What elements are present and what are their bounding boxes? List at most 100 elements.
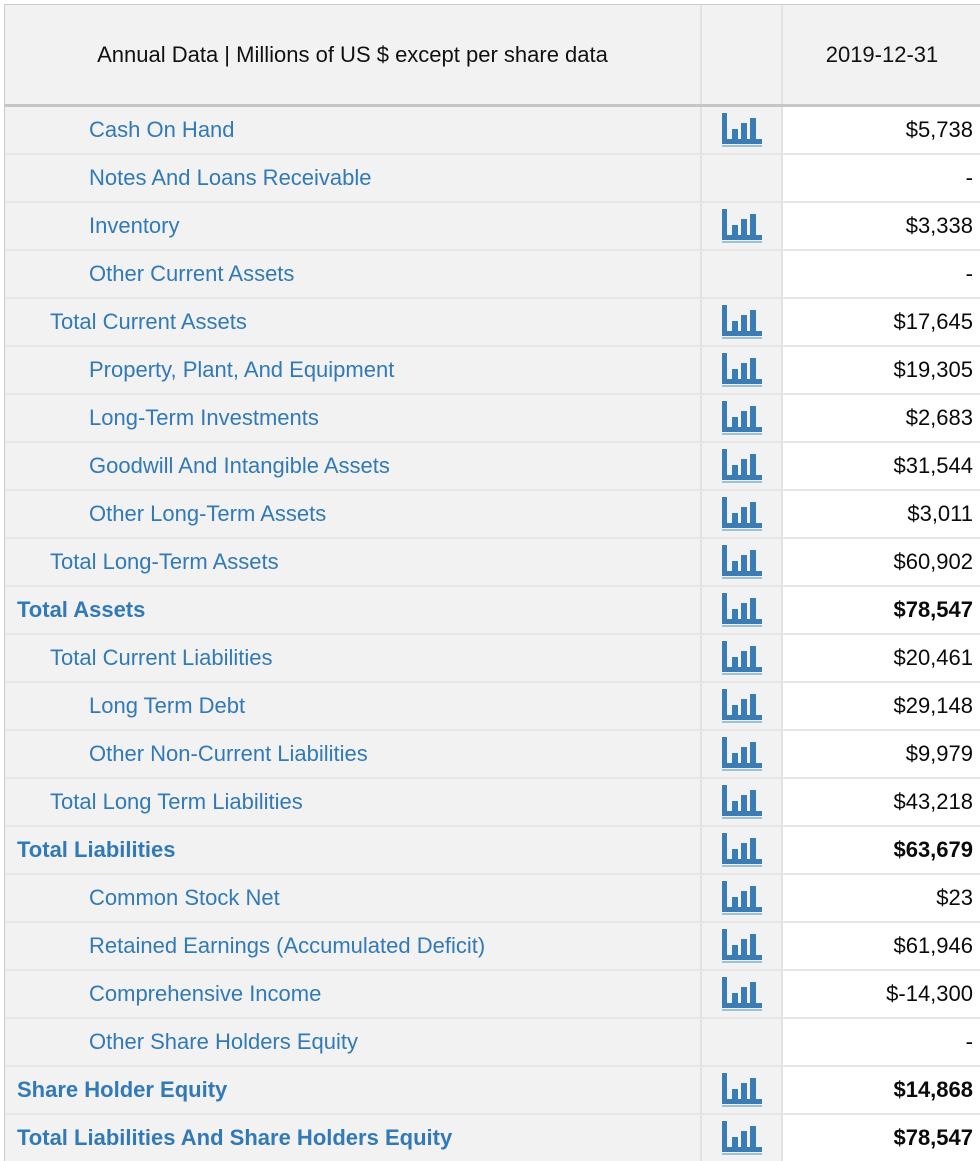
chart-link[interactable] — [721, 641, 762, 675]
row-label-cell: Comprehensive Income — [5, 971, 702, 1017]
chart-link[interactable] — [721, 497, 762, 531]
table-row: Cash On Hand $5,738 — [5, 107, 980, 153]
balance-sheet-table: Annual Data | Millions of US $ except pe… — [4, 4, 980, 1161]
chart-link[interactable] — [721, 1121, 762, 1155]
row-chart-cell — [702, 635, 783, 681]
annual-data-caption: Annual Data | Millions of US $ except pe… — [97, 41, 608, 67]
bar-chart-icon — [721, 929, 762, 960]
chart-link[interactable] — [721, 401, 762, 435]
row-label-link[interactable]: Long-Term Investments — [89, 405, 319, 430]
bar-chart-icon — [721, 881, 762, 912]
table-row: Notes And Loans Receivable - — [5, 153, 980, 201]
row-label-link[interactable]: Common Stock Net — [89, 885, 280, 910]
row-label-cell: Total Liabilities — [5, 827, 702, 873]
row-value: $3,011 — [783, 491, 980, 537]
chart-link[interactable] — [721, 209, 762, 243]
table-row: Total Current Assets $17,645 — [5, 297, 980, 345]
chart-link[interactable] — [721, 737, 762, 771]
bar-chart-icon — [721, 689, 762, 720]
row-chart-cell — [702, 827, 783, 873]
row-chart-cell — [702, 251, 783, 297]
row-label-cell: Cash On Hand — [5, 107, 702, 153]
row-value: $19,305 — [783, 347, 980, 393]
chart-link[interactable] — [721, 881, 762, 915]
chart-link[interactable] — [721, 785, 762, 819]
chart-link[interactable] — [721, 833, 762, 867]
row-label-cell: Total Long Term Liabilities — [5, 779, 702, 825]
row-label-link[interactable]: Total Long-Term Assets — [50, 549, 279, 574]
row-chart-cell — [702, 731, 783, 777]
row-label-link[interactable]: Other Current Assets — [89, 261, 295, 286]
row-chart-cell — [702, 875, 783, 921]
row-label-cell: Share Holder Equity — [5, 1067, 702, 1113]
row-value: $29,148 — [783, 683, 980, 729]
row-label-cell: Inventory — [5, 203, 702, 249]
table-row: Total Assets $78,547 — [5, 585, 980, 633]
row-label-link[interactable]: Comprehensive Income — [89, 981, 322, 1006]
row-label-cell: Other Current Assets — [5, 251, 702, 297]
row-value: $14,868 — [783, 1067, 980, 1113]
row-label-link[interactable]: Cash On Hand — [89, 117, 235, 142]
chart-link[interactable] — [721, 689, 762, 723]
chart-link[interactable] — [721, 113, 762, 147]
row-label-cell: Total Current Assets — [5, 299, 702, 345]
row-label-cell: Other Share Holders Equity — [5, 1019, 702, 1065]
row-value: $2,683 — [783, 395, 980, 441]
chart-link[interactable] — [721, 1073, 762, 1107]
row-label-cell: Long Term Debt — [5, 683, 702, 729]
table-row: Common Stock Net $23 — [5, 873, 980, 921]
row-label-link[interactable]: Long Term Debt — [89, 693, 246, 718]
row-value: - — [783, 251, 980, 297]
table-row: Retained Earnings (Accumulated Deficit) … — [5, 921, 980, 969]
row-label-link[interactable]: Total Current Assets — [50, 309, 247, 334]
row-chart-cell — [702, 203, 783, 249]
bar-chart-icon — [721, 1073, 762, 1104]
row-value: $5,738 — [783, 107, 980, 153]
chart-column-header — [702, 5, 783, 104]
row-label-link[interactable]: Notes And Loans Receivable — [89, 165, 372, 190]
table-header-title: Annual Data | Millions of US $ except pe… — [5, 5, 702, 104]
row-label-link[interactable]: Property, Plant, And Equipment — [89, 357, 395, 382]
chart-link[interactable] — [721, 593, 762, 627]
bar-chart-icon — [721, 545, 762, 576]
bar-chart-icon — [721, 833, 762, 864]
table-row: Total Liabilities $63,679 — [5, 825, 980, 873]
chart-link[interactable] — [721, 977, 762, 1011]
row-value: - — [783, 1019, 980, 1065]
row-chart-cell — [702, 1067, 783, 1113]
row-chart-cell — [702, 443, 783, 489]
table-row: Share Holder Equity $14,868 — [5, 1065, 980, 1113]
row-label-link[interactable]: Total Liabilities — [17, 837, 176, 862]
row-value: $-14,300 — [783, 971, 980, 1017]
table-row: Comprehensive Income $-14,300 — [5, 969, 980, 1017]
row-value: $43,218 — [783, 779, 980, 825]
table-row: Total Liabilities And Share Holders Equi… — [5, 1113, 980, 1161]
row-label-link[interactable]: Goodwill And Intangible Assets — [89, 453, 390, 478]
chart-link[interactable] — [721, 929, 762, 963]
row-chart-cell — [702, 347, 783, 393]
bar-chart-icon — [721, 401, 762, 432]
row-label-link[interactable]: Total Assets — [17, 597, 146, 622]
bar-chart-icon — [721, 1121, 762, 1152]
chart-link[interactable] — [721, 545, 762, 579]
bar-chart-icon — [721, 353, 762, 384]
row-label-link[interactable]: Total Current Liabilities — [50, 645, 273, 670]
row-value: $17,645 — [783, 299, 980, 345]
chart-link[interactable] — [721, 353, 762, 387]
chart-link[interactable] — [721, 305, 762, 339]
row-value: $63,679 — [783, 827, 980, 873]
row-label-link[interactable]: Inventory — [89, 213, 180, 238]
row-label-link[interactable]: Share Holder Equity — [17, 1077, 228, 1102]
row-label-link[interactable]: Total Long Term Liabilities — [50, 789, 303, 814]
row-label-link[interactable]: Other Share Holders Equity — [89, 1029, 359, 1054]
row-label-link[interactable]: Retained Earnings (Accumulated Deficit) — [89, 933, 486, 958]
table-body: Cash On Hand $5,738 Notes And Loans Rece… — [5, 107, 980, 1161]
row-label-link[interactable]: Other Long-Term Assets — [89, 501, 327, 526]
row-chart-cell — [702, 1115, 783, 1161]
row-label-link[interactable]: Total Liabilities And Share Holders Equi… — [17, 1125, 453, 1150]
row-label-cell: Retained Earnings (Accumulated Deficit) — [5, 923, 702, 969]
row-value: $61,946 — [783, 923, 980, 969]
chart-link[interactable] — [721, 449, 762, 483]
row-label-link[interactable]: Other Non-Current Liabilities — [89, 741, 368, 766]
bar-chart-icon — [721, 209, 762, 240]
